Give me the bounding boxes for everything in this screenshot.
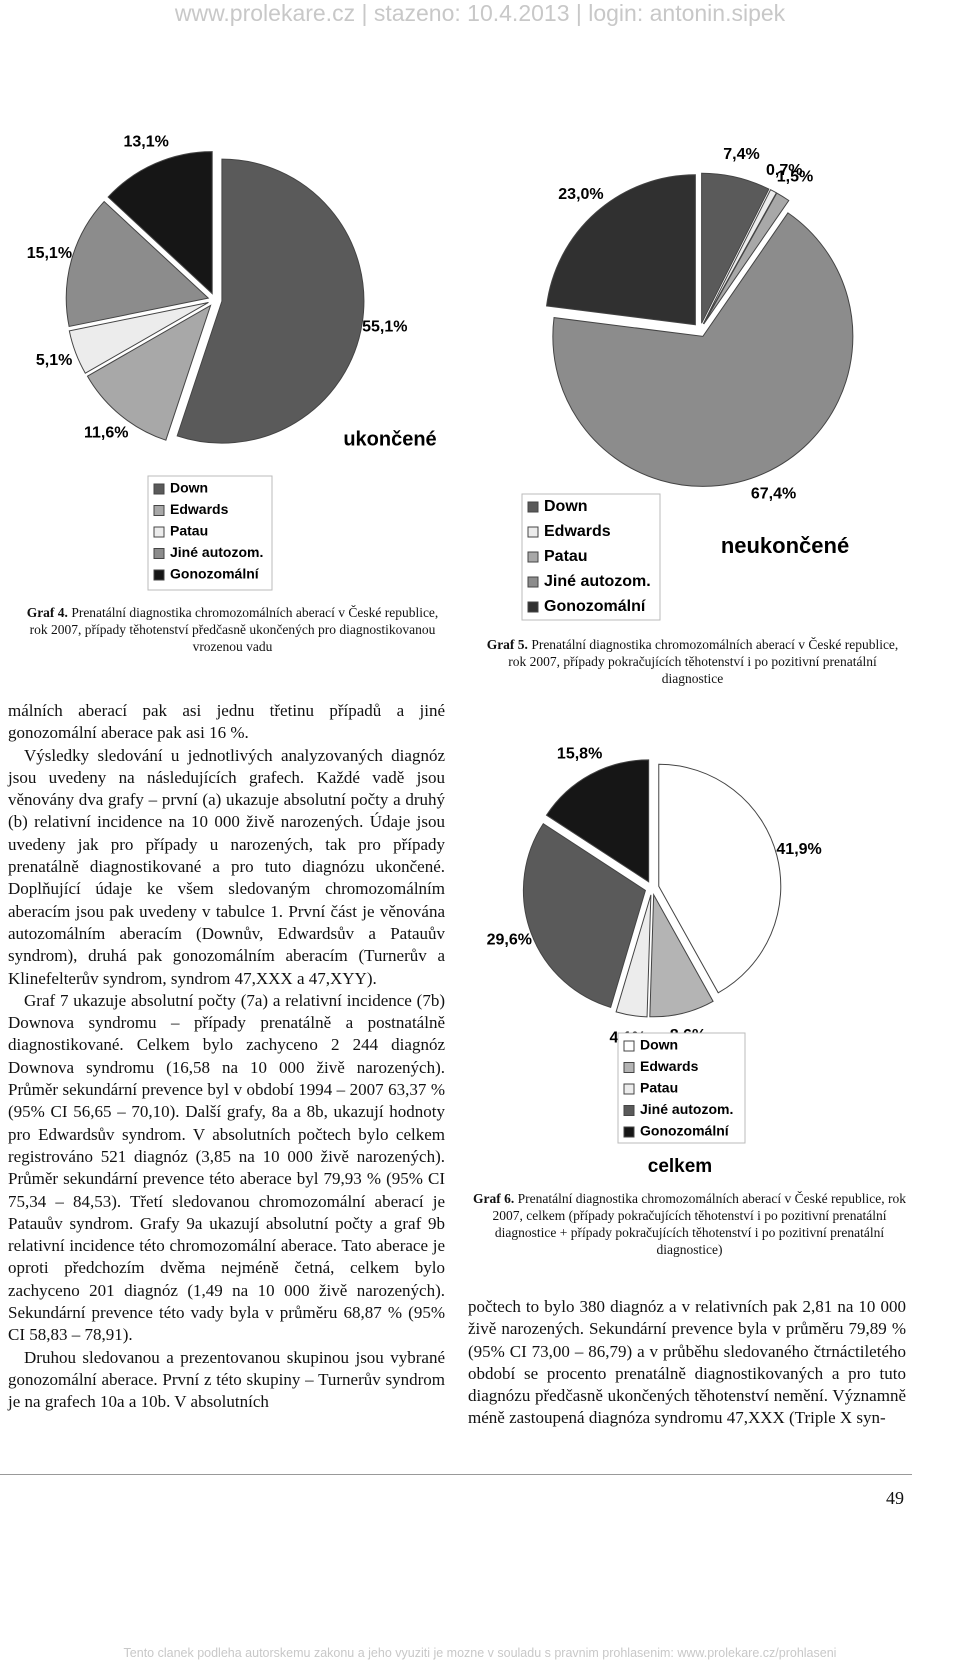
legend-label: Patau <box>170 523 208 539</box>
legend-swatch <box>153 526 165 538</box>
value-label: 41,9% <box>776 841 821 858</box>
legend-box <box>147 475 273 591</box>
paragraph: Graf 7 ukazuje absolutní počty (7a) a re… <box>8 990 445 1345</box>
caption-label: Graf 5. <box>486 637 528 652</box>
legend-label: Jiné autozom. <box>170 544 263 560</box>
value-label: 5,1% <box>36 352 72 369</box>
legend-swatch <box>623 1040 635 1052</box>
value-label: 0,7% <box>766 162 802 179</box>
legend-label: Edwards <box>640 1058 699 1074</box>
footer-watermark: Tento clanek podleha autorskemu zakonu a… <box>123 1646 837 1660</box>
legend-label: Down <box>170 480 208 496</box>
legend-swatch <box>153 483 165 495</box>
legend-swatch <box>623 1083 635 1095</box>
page-number: 49 <box>886 1488 904 1508</box>
legend-swatch <box>527 551 539 563</box>
caption-text: Prenatální diagnostika chromozomálních a… <box>508 637 899 686</box>
legend-box <box>617 1032 746 1144</box>
legend-box <box>521 493 661 621</box>
value-label: 55,1% <box>362 319 407 336</box>
value-label: 29,6% <box>487 932 532 949</box>
charts: 55,1% 11,6% 5,1% 15,1% 13,1% ukončené Down Edwa… <box>27 134 854 1177</box>
pie-slice <box>658 763 782 994</box>
chart-title: ukončené <box>343 428 436 450</box>
legend-swatch <box>623 1105 635 1116</box>
pie-slice <box>68 301 209 374</box>
legend-label: Down <box>640 1037 678 1053</box>
legend-label: Gonozomální <box>640 1123 730 1139</box>
value-label: 13,1% <box>124 134 169 151</box>
right-column: počtech to bylo 380 diagnóz a v relativn… <box>468 1296 906 1430</box>
caption-label: Graf 4. <box>26 605 68 620</box>
legend-swatch <box>153 505 165 516</box>
legend-swatch <box>527 601 539 613</box>
legend-swatch <box>527 501 539 513</box>
value-label: 1,5% <box>777 168 813 185</box>
legend-label: Gonozomální <box>544 598 646 615</box>
caption: Graf 6. Prenatální diagnostika chromozom… <box>472 1190 907 1258</box>
header-watermark: www.prolekare.cz | stazeno: 10.4.2013 | … <box>174 0 786 26</box>
pie-slice <box>522 823 647 1008</box>
paragraph: Druhou sledovanou a prezentovanou skupin… <box>8 1347 445 1412</box>
legend-label: Jiné autozom. <box>640 1101 733 1117</box>
chart-title: neukončené <box>721 533 849 558</box>
legend-label: Gonozomální <box>170 566 260 582</box>
pie-slice <box>615 894 652 1018</box>
value-label: 11,6% <box>84 424 128 441</box>
legend-swatch <box>623 1062 635 1073</box>
pie-slice <box>176 158 365 444</box>
pie-slice <box>65 200 210 328</box>
legend-label: Patau <box>544 548 588 565</box>
caption-label: Graf 6. <box>473 1191 515 1206</box>
legend-swatch <box>153 548 165 559</box>
paragraph: Výsledky sledování u jednotlivých analyz… <box>8 745 445 988</box>
chart-title: celkem <box>648 1156 712 1177</box>
legend-label: Edwards <box>170 501 229 517</box>
legend-swatch <box>623 1126 635 1138</box>
rule <box>0 1474 912 1475</box>
legend-label: Patau <box>640 1080 678 1096</box>
pie-slice <box>107 151 213 295</box>
caption: Graf 4. Prenatální diagnostika chromozom… <box>20 604 445 655</box>
pie-slice <box>703 192 790 325</box>
value-label: 7,4% <box>723 146 759 163</box>
legend-swatch <box>527 576 539 588</box>
pie-slice <box>649 892 714 1018</box>
paragraph: málních aberací pak asi jednu třetinu př… <box>8 701 445 743</box>
caption-text: Prenatální diagnostika chromozomálních a… <box>29 605 439 654</box>
legend-swatch <box>153 569 165 581</box>
value-label: 67,4% <box>751 486 796 503</box>
value-label: 23,0% <box>558 186 603 203</box>
legend-swatch <box>527 526 539 538</box>
value-label: 15,1% <box>27 245 72 262</box>
legend-label: Jiné autozom. <box>544 573 651 590</box>
pie-slice <box>545 759 650 883</box>
pie-slice <box>552 212 854 487</box>
pie-slice <box>701 172 770 324</box>
pie-slice <box>86 304 212 441</box>
legend-label: Down <box>544 498 588 515</box>
caption: Graf 5. Prenatální diagnostika chromozom… <box>480 636 905 687</box>
left-column: málních aberací pak asi jednu třetinu př… <box>8 700 445 1414</box>
caption-text: Prenatální diagnostika chromozomálních a… <box>492 1191 906 1257</box>
legend-label: Edwards <box>544 523 611 540</box>
paragraph: počtech to bylo 380 diagnóz a v relativn… <box>468 1297 906 1428</box>
value-label: 15,8% <box>557 746 602 763</box>
pie-slice <box>545 174 696 326</box>
